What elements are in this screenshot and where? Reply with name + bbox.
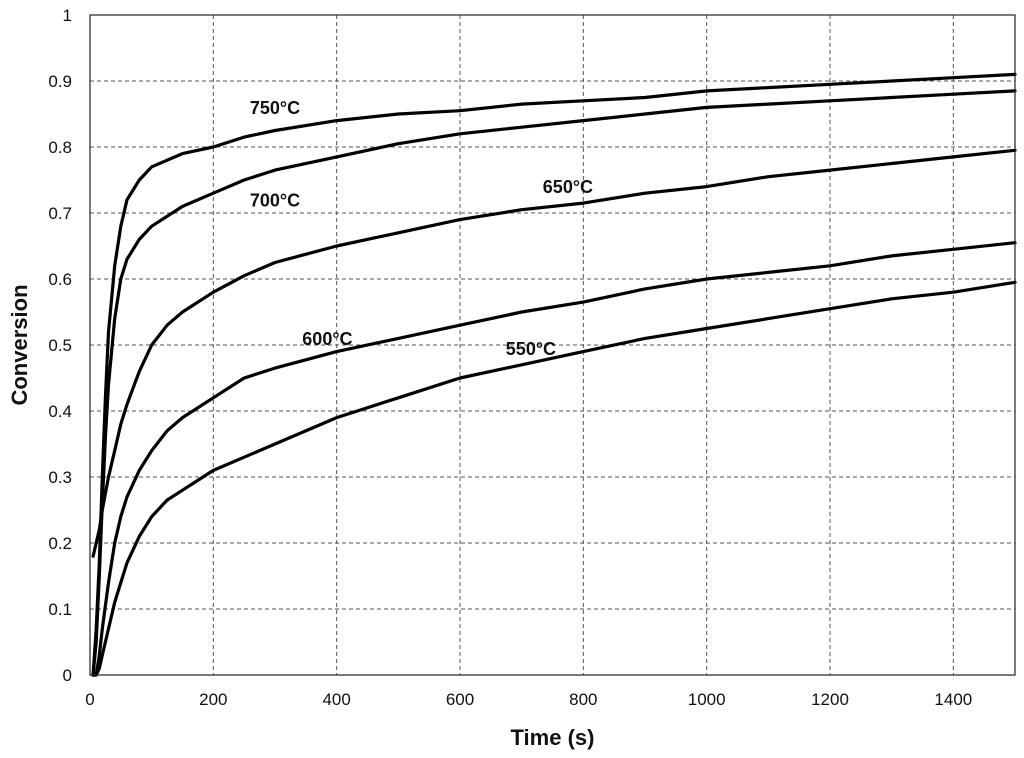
curve-labels: 750°C 700°C 650°C 600°C 550°C [250, 98, 593, 359]
x-tick-label: 400 [322, 690, 350, 709]
y-tick-label: 0.4 [48, 402, 72, 421]
series-line-0 [91, 72, 1017, 677]
curve-label-1: 700°C [250, 190, 300, 210]
y-tick-label: 1 [63, 6, 72, 25]
curve-label-3: 600°C [302, 329, 352, 349]
x-tick-label: 0 [85, 690, 94, 709]
x-axis-ticks: 0 200 400 600 800 1000 1200 1400 [85, 690, 972, 709]
y-tick-label: 0.6 [48, 270, 72, 289]
y-tick-label: 0.2 [48, 534, 72, 553]
x-tick-label: 1200 [811, 690, 849, 709]
y-tick-label: 0.1 [48, 600, 72, 619]
series-group [91, 72, 1017, 677]
y-tick-label: 0.7 [48, 204, 72, 223]
x-tick-label: 200 [199, 690, 227, 709]
y-tick-label: 0 [63, 666, 72, 685]
x-tick-label: 800 [569, 690, 597, 709]
curve-label-0: 750°C [250, 98, 300, 118]
curve-label-2: 650°C [543, 177, 593, 197]
series-line-1 [91, 89, 1017, 677]
series-line-3 [91, 241, 1017, 677]
y-tick-label: 0.5 [48, 336, 72, 355]
series-line-2 [91, 148, 1017, 558]
y-tick-label: 0.3 [48, 468, 72, 487]
series-line-4 [91, 280, 1017, 677]
y-axis-ticks: 0 0.1 0.2 0.3 0.4 0.5 0.6 0.7 0.8 0.9 1 [48, 6, 72, 685]
grid [90, 14, 1015, 675]
x-tick-label: 600 [446, 690, 474, 709]
x-axis-title: Time (s) [511, 725, 595, 750]
y-axis-title: Conversion [7, 284, 32, 405]
y-tick-label: 0.8 [48, 138, 72, 157]
y-tick-label: 0.9 [48, 72, 72, 91]
plot-frame [89, 14, 1016, 676]
x-tick-label: 1400 [934, 690, 972, 709]
curve-label-4: 550°C [506, 339, 556, 359]
x-tick-label: 1000 [688, 690, 726, 709]
